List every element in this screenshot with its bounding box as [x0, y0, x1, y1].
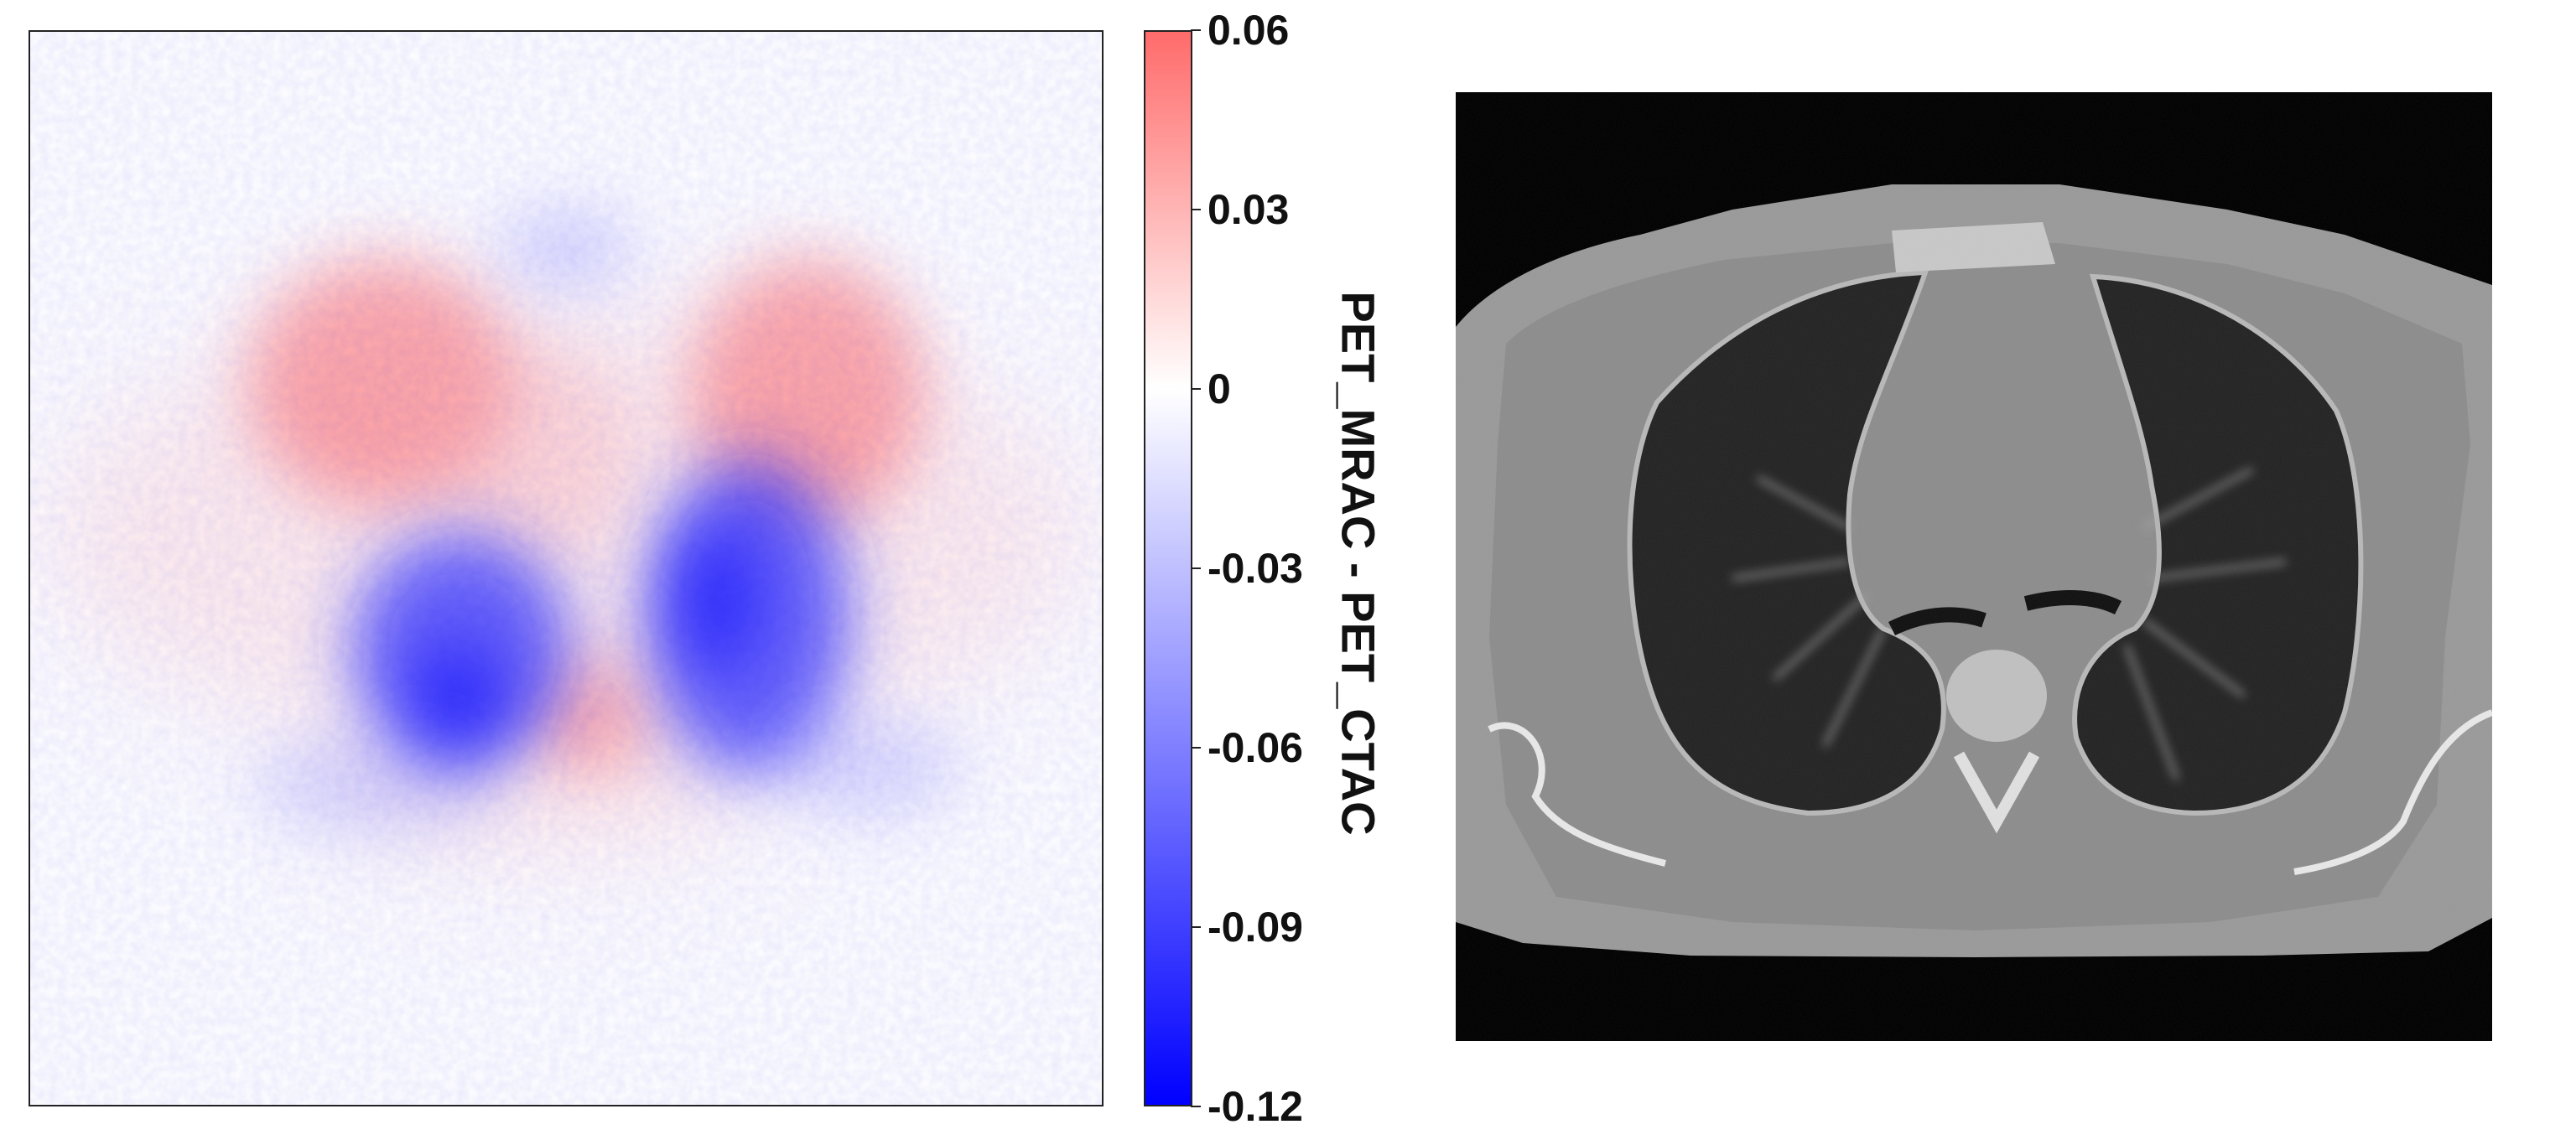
colorbar-tick-label: 0	[1208, 365, 1231, 412]
ct-slice-image	[1456, 92, 2492, 1041]
colorbar-tick-mark	[1191, 567, 1201, 569]
colorbar-tick-mark	[1191, 1106, 1201, 1107]
colorbar-tick-mark	[1191, 926, 1201, 928]
colorbar-label: PET_MRAC - PET_CTAC	[1332, 291, 1385, 836]
ct-canvas	[1456, 92, 2492, 1041]
colorbar-tick-label: -0.12	[1208, 1083, 1303, 1130]
colorbar-tick-label: 0.03	[1208, 186, 1290, 233]
colorbar	[1144, 30, 1192, 1106]
colorbar-tick-mark	[1191, 29, 1201, 31]
colorbar-tick-mark	[1191, 747, 1201, 749]
colorbar-tick-label: -0.09	[1208, 904, 1303, 951]
colorbar-tick-mark	[1191, 209, 1201, 210]
colorbar-tick-label: 0.06	[1208, 7, 1290, 54]
colorbar-tick-label: -0.06	[1208, 724, 1303, 771]
colorbar-tick-label: -0.03	[1208, 545, 1303, 592]
colorbar-tick-mark	[1191, 388, 1201, 390]
heatmap-canvas	[30, 32, 1102, 1105]
difference-heatmap	[29, 30, 1104, 1106]
